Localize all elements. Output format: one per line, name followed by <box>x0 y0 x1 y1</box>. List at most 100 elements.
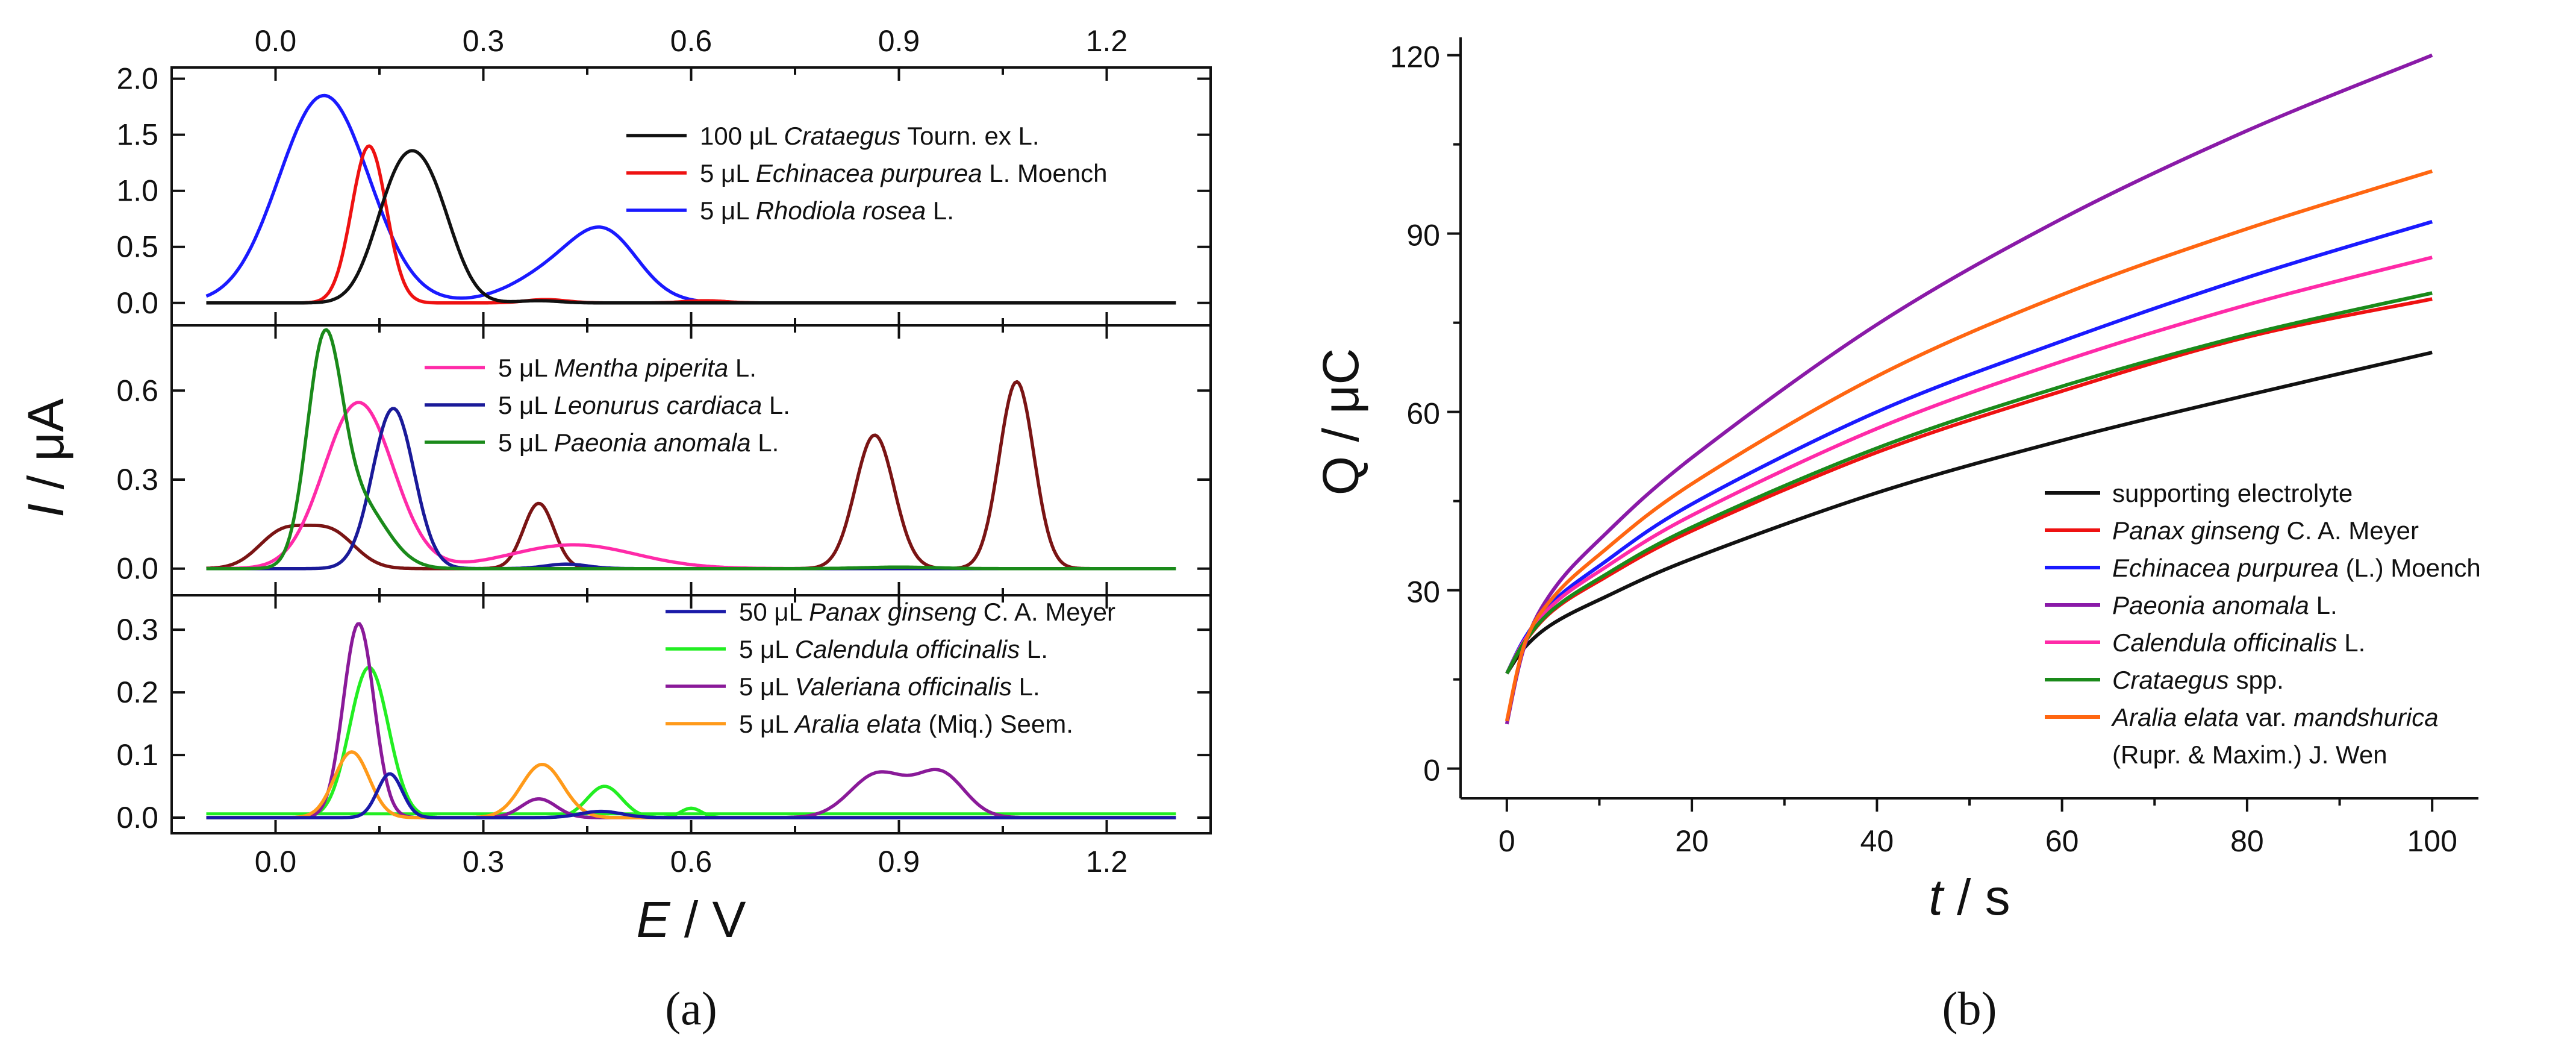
subplot-1: 0.0 0.5 1.0 1.5 2.0 100 μL Crataegus Tourn. e… <box>116 62 1212 327</box>
x-tick-label-bottom: 0.9 <box>878 845 920 878</box>
legend-prefix: 5 μL <box>498 354 554 382</box>
legend-species: Paeonia anomala <box>554 428 751 457</box>
legend-entry: 5 μL Echinacea purpurea L. Moench <box>700 159 1107 187</box>
legend-suffix: C. A. Meyer <box>2280 516 2419 545</box>
y-tick-label: 30 <box>1406 575 1440 609</box>
legend-species: Echinacea purpurea <box>756 159 982 187</box>
legend-species: Crataegus <box>2112 666 2229 694</box>
legend-entry: Aralia elata var. mandshurica <box>2110 703 2439 731</box>
legend-species: Calendula officinalis <box>795 635 1020 663</box>
legend-entry: Echinacea purpurea (L.) Moench <box>2112 554 2481 582</box>
legend-suffix: supporting electrolyte <box>2112 479 2353 507</box>
series-line-3 <box>206 149 1176 305</box>
legend-entry: supporting electrolyte <box>2112 479 2353 507</box>
panel-label-a: (a) <box>665 982 717 1035</box>
y-tick-label: 0.3 <box>116 613 158 647</box>
legend-species: Valeriana officinalis <box>795 672 1012 701</box>
legend-suffix: L. <box>926 196 954 225</box>
series-line-3 <box>1505 220 2433 675</box>
legend-prefix: 5 μL <box>739 672 795 701</box>
y-tick-label: 0.3 <box>116 463 158 496</box>
y-tick-label: 0 <box>1423 754 1440 787</box>
legend-entry: 5 μL Rhodiola rosea L. <box>700 196 954 225</box>
legend-suffix: L. <box>1020 635 1048 663</box>
y-tick-label: 0.0 <box>116 552 158 586</box>
legend-entry-line2: (Rupr. & Maxim.) J. Wen <box>2112 740 2387 769</box>
legend-entry: 5 μL Mentha piperita L. <box>498 354 756 382</box>
legend-entry: 100 μL Crataegus Tourn. ex L. <box>700 122 1040 150</box>
x-tick-label-top: 0.0 <box>255 24 297 58</box>
series-line-1 <box>1505 351 2433 675</box>
y-tick-label: 0.6 <box>116 374 158 407</box>
x-tick-label-top: 0.6 <box>670 24 713 58</box>
x-axis-unit: / s <box>1943 869 2010 925</box>
legend-prefix: 5 μL <box>739 710 795 738</box>
legend-entry: Paeonia anomala L. <box>2112 591 2337 619</box>
x-tick-label-top: 1.2 <box>1086 24 1128 58</box>
y-tick-label: 0.0 <box>116 286 158 320</box>
legend-suffix: L. <box>2337 628 2366 657</box>
x-tick-label: 20 <box>1675 824 1709 858</box>
legend-entry: Panax ginseng C. A. Meyer <box>2112 516 2419 545</box>
series-line-7 <box>1505 169 2433 722</box>
legend-entry: 5 μL Leonurus cardiaca L. <box>498 391 790 419</box>
legend-suffix: var. <box>2239 703 2294 731</box>
x-tick-label-top: 0.9 <box>878 24 920 58</box>
legend-suffix: L. <box>751 428 779 457</box>
y-tick-label: 120 <box>1390 40 1440 74</box>
legend-entry: 5 μL Aralia elata (Miq.) Seem. <box>739 710 1073 738</box>
y-tick-label: 60 <box>1406 397 1440 431</box>
legend-species: Calendula officinalis <box>2112 628 2337 657</box>
legend-species: Echinacea purpurea <box>2112 554 2339 582</box>
legend-species: Rhodiola rosea <box>756 196 926 225</box>
x-tick-label: 60 <box>2045 824 2079 858</box>
legend-suffix: C. A. Meyer <box>976 598 1115 626</box>
legend-species: Leonurus cardiaca <box>554 391 763 419</box>
legend-suffix: L. <box>762 391 790 419</box>
legend-species: Paeonia anomala <box>2112 591 2309 619</box>
legend-suffix: L. <box>728 354 756 382</box>
legend-prefix: 5 μL <box>498 428 554 457</box>
legend-species: Mentha piperita <box>554 354 729 382</box>
x-tick-label: 80 <box>2230 824 2264 858</box>
x-tick-label-bottom: 0.0 <box>255 845 297 878</box>
x-tick-label-bottom: 0.3 <box>463 845 505 878</box>
legend-species: Aralia elata <box>793 710 922 738</box>
legend-suffix: L. <box>1012 672 1040 701</box>
y-tick-label: 0.1 <box>116 738 158 772</box>
legend-entry: 5 μL Calendula officinalis L. <box>739 635 1048 663</box>
legend-species: Panax ginseng <box>2112 516 2280 545</box>
y-tick-label: 0.5 <box>116 230 158 264</box>
x-axis-title: t / s <box>1929 869 2010 925</box>
legend-suffix: Tourn. ex L. <box>900 122 1039 150</box>
panel-label-b: (b) <box>1942 982 1997 1035</box>
series-line-4 <box>1505 53 2433 725</box>
y-tick-label: 0.0 <box>116 801 158 834</box>
y-axis-title: I / μA <box>17 398 74 518</box>
legend-suffix: L. Moench <box>982 159 1108 187</box>
legend-prefix: 50 μL <box>739 598 809 626</box>
y-tick-label: 1.5 <box>116 118 158 152</box>
x-axis-symbol: t <box>1929 869 1945 925</box>
chart-a-cyclic-voltammograms: 0.0 0.5 1.0 1.5 2.0 100 μL Crataegus Tourn. e… <box>17 24 1212 1035</box>
x-tick-label-bottom: 1.2 <box>1086 845 1128 878</box>
y-axis-symbol: I <box>17 504 74 518</box>
x-axis-symbol: E <box>636 891 670 948</box>
legend-prefix: 5 μL <box>700 159 756 187</box>
x-axis-title: E / V <box>636 891 746 948</box>
y-axis-unit: / μA <box>17 398 74 503</box>
series-line-5 <box>1505 255 2433 675</box>
x-tick-label-bottom: 0.6 <box>670 845 713 878</box>
x-tick-label: 0 <box>1499 824 1515 858</box>
y-tick-label: 0.2 <box>116 675 158 709</box>
legend-suffix: L. <box>2309 591 2337 619</box>
legend-suffix: (Miq.) Seem. <box>922 710 1073 738</box>
y-tick-label: 1.0 <box>116 174 158 208</box>
series-line-6 <box>1505 291 2433 675</box>
series-line-4 <box>206 328 1176 571</box>
legend-entry: Crataegus spp. <box>2112 666 2284 694</box>
legend-prefix: 100 μL <box>700 122 784 150</box>
legend-suffix: (L.) Moench <box>2339 554 2481 582</box>
x-tick-label-top: 0.3 <box>463 24 505 58</box>
